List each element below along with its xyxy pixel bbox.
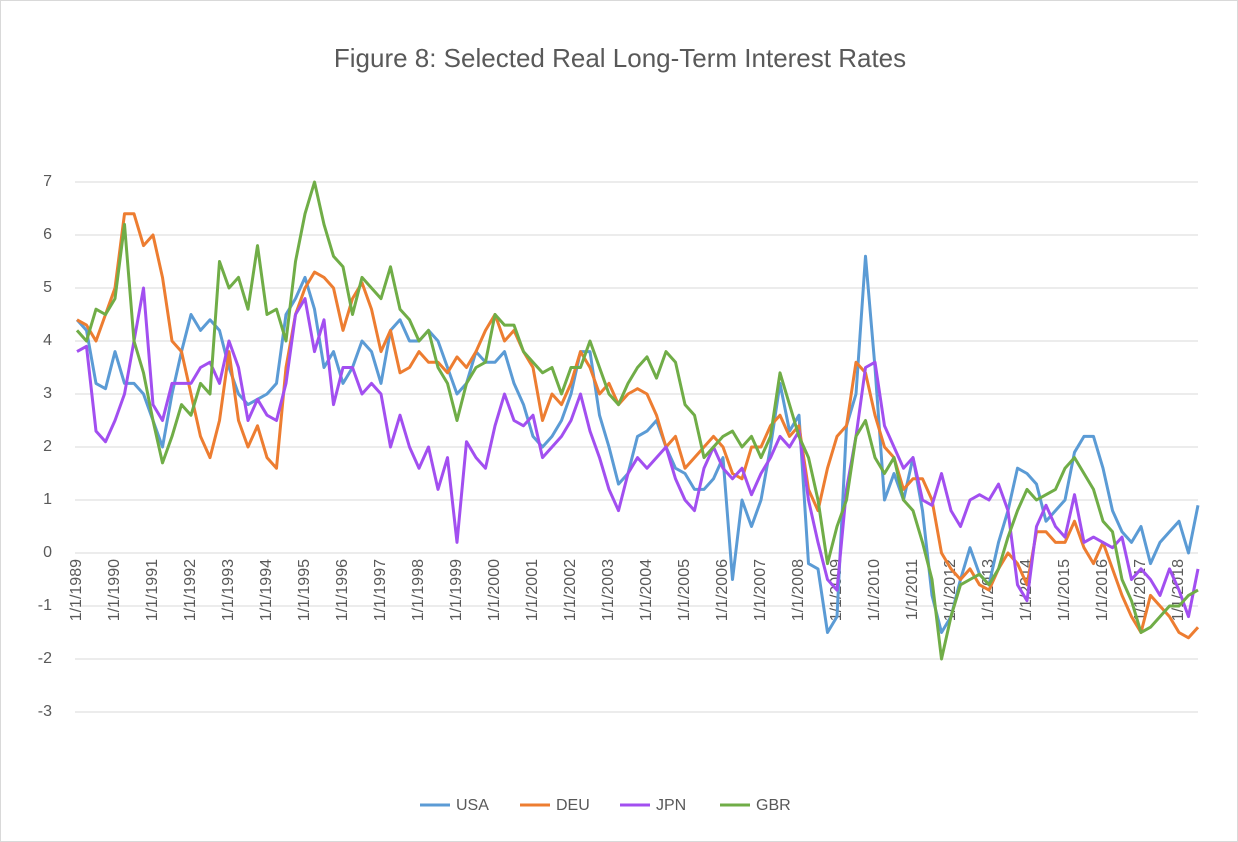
x-tick-label: 1/1/2016 [1094,559,1111,621]
y-tick-label: 2 [43,438,52,455]
x-tick-label: 1/1/2010 [866,559,883,621]
y-tick-label: 5 [43,279,52,296]
x-tick-label: 1/1/1993 [220,559,237,621]
legend-label: JPN [656,797,686,814]
x-tick-label: 1/1/2007 [752,559,769,621]
x-tick-label: 1/1/2015 [1056,559,1073,621]
x-tick-label: 1/1/1997 [372,559,389,621]
y-tick-label: -2 [38,650,52,667]
x-tick-label: 1/1/2000 [486,559,503,621]
x-tick-label: 1/1/2001 [524,559,541,621]
x-tick-label: 1/1/1994 [258,559,275,621]
x-tick-label: 1/1/2005 [676,559,693,621]
x-tick-label: 1/1/1996 [334,559,351,621]
series-line [75,180,1199,661]
y-tick-label: 4 [43,332,52,349]
legend-label: DEU [556,797,590,814]
y-tick-label: -3 [38,703,52,720]
x-tick-label: 1/1/2004 [638,559,655,621]
series-line [76,286,1200,619]
legend-label: USA [456,797,489,814]
legend-label: GBR [756,797,791,814]
x-tick-label: 1/1/1995 [296,559,313,621]
x-tick-label: 1/1/1998 [410,559,427,621]
x-tick-label: 1/1/1992 [182,559,199,621]
y-tick-label: 6 [43,226,52,243]
chart-title: Figure 8: Selected Real Long-Term Intere… [334,43,906,73]
x-tick-label: 1/1/2002 [562,559,579,621]
x-tick-label: 1/1/1991 [144,559,161,621]
y-tick-label: -1 [38,597,52,614]
x-tick-label: 1/1/2011 [904,559,921,620]
x-tick-label: 1/1/1989 [68,559,85,621]
series-line [76,212,1200,640]
x-tick-label: 1/1/1999 [448,559,465,621]
y-tick-label: 0 [43,544,52,561]
y-tick-label: 3 [43,385,52,402]
x-tick-label: 1/1/2006 [714,559,731,621]
x-tick-label: 1/1/1990 [106,559,123,621]
y-tick-label: 1 [43,491,52,508]
y-tick-label: 7 [43,173,52,190]
x-tick-label: 1/1/2008 [790,559,807,621]
x-tick-label: 1/1/2003 [600,559,617,621]
series-line [75,254,1200,634]
